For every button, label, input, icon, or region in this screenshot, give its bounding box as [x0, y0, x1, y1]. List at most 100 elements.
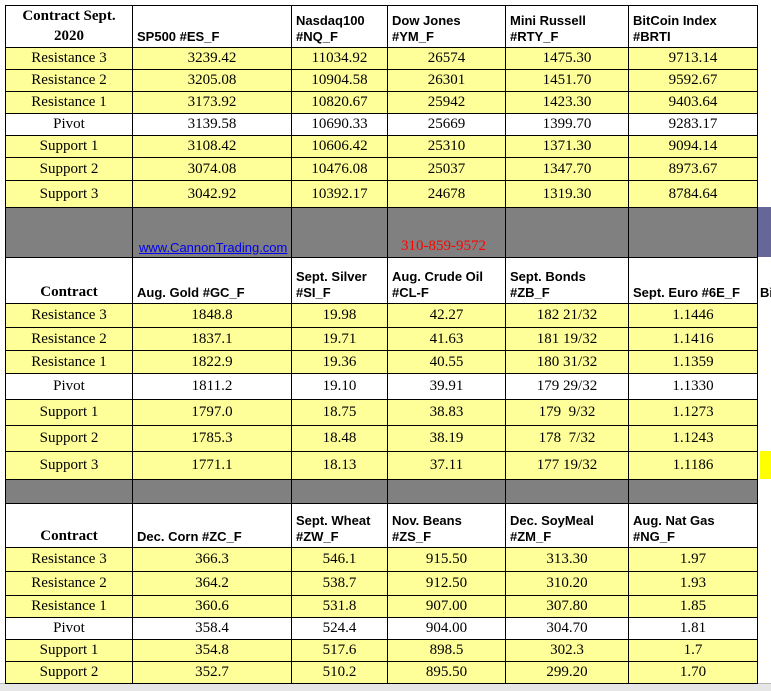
header-cell-text: Dec. SoyMeal #ZM_F	[510, 513, 594, 544]
value-cell-text: 18.13	[322, 457, 357, 473]
website-link[interactable]: www.CannonTrading.com	[139, 240, 288, 255]
header-cell: Sept. Silver #SI_F	[291, 257, 388, 304]
value-cell: 352.7	[132, 661, 292, 684]
value-cell: 538.7	[291, 571, 388, 596]
value-cell-text: 18.75	[322, 404, 357, 420]
value-cell: 1837.1	[132, 327, 292, 351]
value-cell: 1785.3	[132, 425, 292, 452]
value-cell: 40.55	[387, 350, 506, 374]
value-cell: 912.50	[387, 571, 506, 596]
value-cell-text: 1.7	[683, 642, 703, 658]
row-label: Pivot	[5, 113, 133, 136]
value-cell: 360.6	[132, 595, 292, 618]
value-cell: 1.97	[628, 547, 758, 572]
value-cell-text: 3074.08	[187, 160, 237, 177]
value-cell: 25310	[387, 135, 506, 158]
value-cell: 3042.92	[132, 180, 292, 208]
value-cell-text: 517.6	[322, 642, 357, 658]
value-cell-text: 1347.70	[542, 160, 592, 177]
value-cell-text: 25310	[427, 138, 466, 154]
separator-cell	[505, 207, 629, 258]
value-cell: 18.75	[291, 399, 388, 426]
value-cell-text: 177 19/32	[536, 457, 598, 473]
value-cell-text: 302.3	[550, 642, 584, 658]
value-cell-text: 3205.08	[187, 72, 237, 88]
value-cell: 310.20	[505, 571, 629, 596]
value-cell-text: 1.97	[679, 551, 707, 567]
header-cell: SP500 #ES_F	[132, 5, 292, 48]
value-cell: 1347.70	[505, 157, 629, 181]
value-cell-text: 912.50	[425, 575, 468, 591]
header-cell-text: Sept. Euro #6E_F	[633, 285, 740, 300]
value-cell-text: 307.80	[546, 598, 588, 614]
row-label-text: Pivot	[53, 620, 85, 636]
value-cell-text: 1.1446	[672, 307, 714, 323]
value-cell-text: 310.20	[546, 575, 588, 591]
value-cell: 9094.14	[628, 135, 758, 158]
value-cell: 9283.17	[628, 113, 758, 136]
value-cell: 180 31/32	[505, 350, 629, 374]
value-cell: 510.2	[291, 661, 388, 684]
value-cell-text: 538.7	[322, 575, 357, 591]
value-cell-text: 178 7/32	[538, 430, 596, 446]
value-cell-text: 19.10	[322, 378, 357, 394]
value-cell-text: 9592.67	[668, 72, 718, 88]
value-cell-text: 904.00	[425, 620, 468, 636]
header-cell: Aug. Nat Gas #NG_F	[628, 503, 758, 548]
header-cell: Mini Russell #RTY_F	[505, 5, 629, 48]
row-label: Pivot	[5, 617, 133, 640]
header-cell: Sept. Euro #6E_F	[628, 257, 758, 304]
separator-cell	[505, 479, 629, 504]
row-label-text: Resistance 3	[31, 50, 107, 66]
value-cell-text: 364.2	[195, 575, 229, 591]
value-cell: 181 19/32	[505, 327, 629, 351]
header-cell-text: BitCoin Index #BRTI	[633, 13, 717, 44]
value-cell: 9592.67	[628, 69, 758, 92]
value-cell-text: 25942	[427, 94, 466, 110]
value-cell: 19.36	[291, 350, 388, 374]
value-cell-text: 42.27	[429, 307, 464, 323]
value-cell: 177 19/32	[505, 451, 629, 480]
value-cell-text: 1.1359	[672, 353, 714, 370]
value-cell-text: 366.3	[195, 551, 229, 567]
value-cell-text: 3139.58	[187, 116, 237, 132]
row-label: Support 2	[5, 425, 133, 452]
header-cell-text: Nasdaq100 #NQ_F	[296, 13, 365, 44]
row-label: Resistance 3	[5, 47, 133, 70]
value-cell: 1399.70	[505, 113, 629, 136]
value-cell: 178 7/32	[505, 425, 629, 452]
header-cell-text: Aug. Crude Oil #CL-F	[392, 269, 483, 300]
value-cell-text: 1.1186	[672, 457, 714, 473]
value-cell: 304.70	[505, 617, 629, 640]
header-cell-text: Nov. Beans #ZS_F	[392, 513, 462, 544]
value-cell-text: 1.93	[679, 575, 707, 591]
value-cell-text: 40.55	[429, 353, 464, 370]
value-cell-text: 25669	[427, 116, 466, 132]
separator-cell: 310-859-9572	[387, 207, 506, 258]
value-cell: 898.5	[387, 639, 506, 662]
value-cell-text: 358.4	[195, 620, 229, 636]
value-cell: 24678	[387, 180, 506, 208]
value-cell: 25669	[387, 113, 506, 136]
value-cell: 3239.42	[132, 47, 292, 70]
value-cell: 895.50	[387, 661, 506, 684]
phone-number: 310-859-9572	[401, 238, 486, 254]
value-cell-text: 1.1273	[672, 404, 714, 420]
value-cell-text: 1.1416	[672, 330, 714, 347]
header-cell-text: Sept. Wheat #ZW_F	[296, 513, 371, 544]
header-cell-text: Sept. Bonds #ZB_F	[510, 269, 586, 300]
row-label: Support 1	[5, 135, 133, 158]
value-cell-text: 11034.92	[311, 50, 368, 66]
header-cell: Nov. Beans #ZS_F	[387, 503, 506, 548]
header-cell: Dec. SoyMeal #ZM_F	[505, 503, 629, 548]
value-cell-text: 524.4	[322, 620, 357, 636]
value-cell: 38.83	[387, 399, 506, 426]
separator-cell	[5, 207, 133, 258]
value-cell-text: 531.8	[322, 598, 357, 614]
row-label: Resistance 2	[5, 571, 133, 596]
value-cell: 531.8	[291, 595, 388, 618]
row-label-text: Resistance 3	[31, 551, 107, 567]
header-cell: Contract Sept. 2020	[5, 5, 133, 48]
value-cell-text: 38.19	[429, 430, 464, 446]
row-label-text: Pivot	[53, 378, 85, 394]
